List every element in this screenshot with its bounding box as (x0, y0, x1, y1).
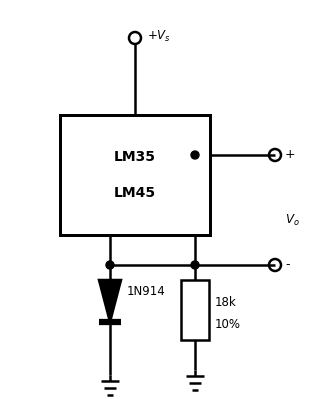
Text: 10%: 10% (215, 318, 241, 330)
Bar (60, 115, 210, 235)
Text: $+V_s$: $+V_s$ (147, 28, 171, 43)
Text: 18k: 18k (215, 296, 237, 308)
Text: $V_o$: $V_o$ (285, 212, 300, 227)
Text: +: + (285, 148, 296, 162)
Text: LM35: LM35 (114, 150, 156, 164)
Text: -: - (285, 259, 289, 271)
Circle shape (106, 261, 114, 269)
Text: LM45: LM45 (114, 186, 156, 200)
Circle shape (191, 151, 199, 159)
Circle shape (191, 261, 199, 269)
Polygon shape (99, 280, 121, 322)
Bar (181, 280, 209, 340)
Text: 1N914: 1N914 (127, 285, 166, 298)
